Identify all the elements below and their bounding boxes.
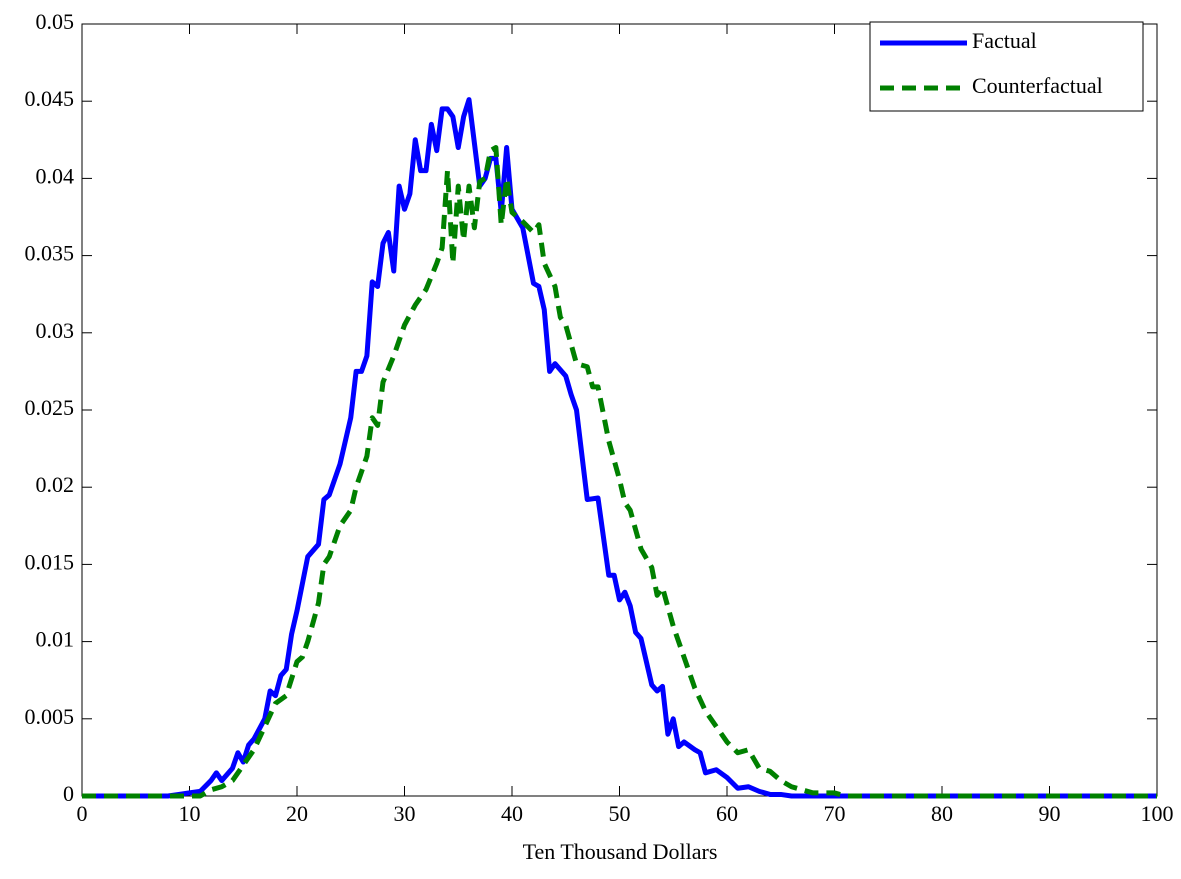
x-tick-label: 10 <box>179 801 201 826</box>
y-tick-label: 0.03 <box>36 318 75 343</box>
x-tick-label: 100 <box>1141 801 1174 826</box>
data-line <box>82 97 1157 799</box>
x-tick-label: 70 <box>824 801 846 826</box>
legend-box <box>869 21 1144 112</box>
x-tick-label: 30 <box>394 801 416 826</box>
y-tick-label: 0.05 <box>36 9 75 34</box>
legend-label: Counterfactual <box>972 73 1103 98</box>
y-tick-label: 0.01 <box>36 627 75 652</box>
legend-label: Factual <box>972 28 1037 53</box>
x-tick-label: 50 <box>609 801 631 826</box>
y-tick-label: 0 <box>63 781 74 806</box>
x-tick-label: 60 <box>716 801 738 826</box>
y-tick-label: 0.015 <box>25 549 75 574</box>
y-tick-label: 0.005 <box>25 704 75 729</box>
y-tick-label: 0.04 <box>36 163 75 188</box>
y-tick-label: 0.035 <box>25 241 75 266</box>
data-line <box>82 145 1157 799</box>
x-tick-label: 40 <box>501 801 523 826</box>
x-tick-label: 0 <box>77 801 88 826</box>
x-axis-label: Ten Thousand Dollars <box>523 839 718 864</box>
x-tick-label: 20 <box>286 801 308 826</box>
plot-area <box>81 23 1158 797</box>
y-tick-label: 0.045 <box>25 86 75 111</box>
x-tick-label: 90 <box>1039 801 1061 826</box>
y-tick-label: 0.025 <box>25 395 75 420</box>
x-tick-label: 80 <box>931 801 953 826</box>
y-tick-label: 0.02 <box>36 472 75 497</box>
